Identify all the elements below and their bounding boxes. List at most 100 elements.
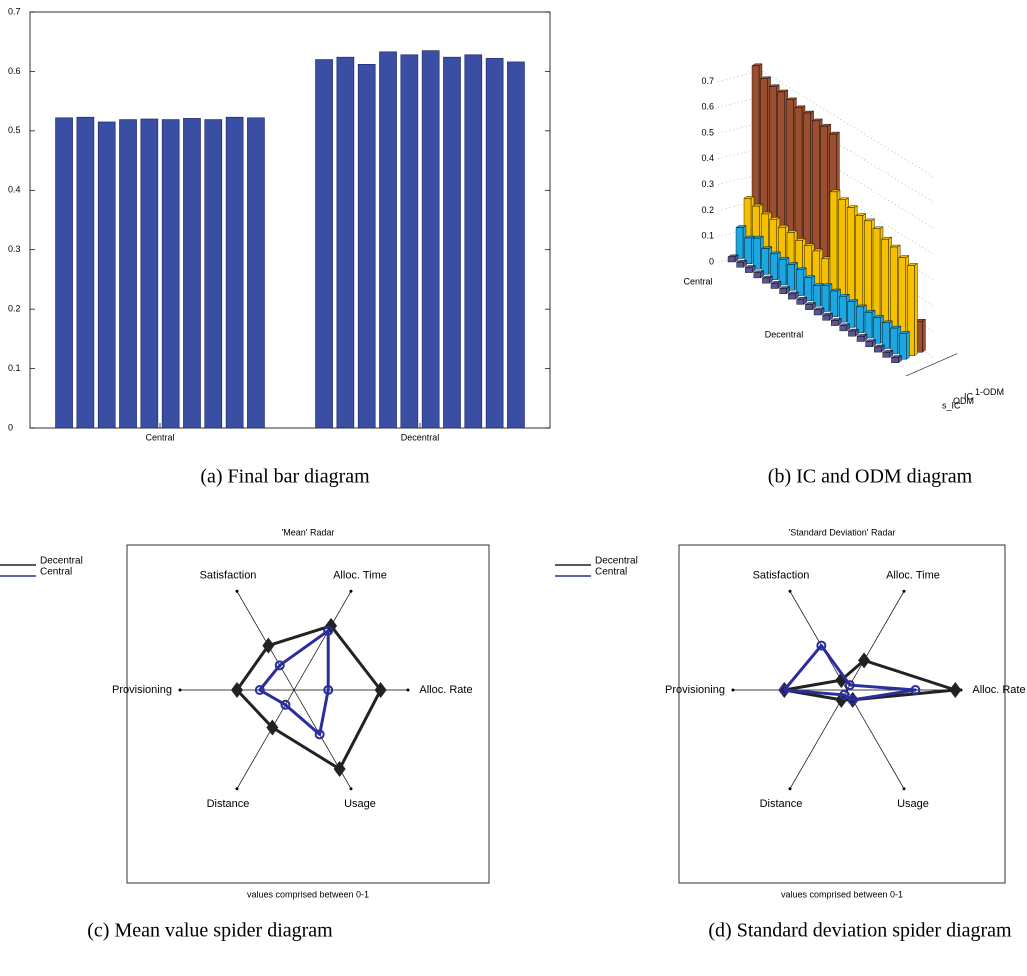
bar (336, 56, 355, 429)
y-tick-label: 0.6 (8, 66, 21, 76)
bar (856, 306, 864, 333)
axis-end (349, 589, 353, 593)
axis-line (905, 353, 958, 377)
bar (315, 59, 333, 429)
bar (745, 267, 753, 273)
axis-end (731, 688, 735, 692)
depth-label: 1-ODM (975, 387, 1004, 397)
bar (247, 117, 265, 429)
marker (858, 652, 871, 669)
z-tick-label: 0.4 (701, 153, 714, 163)
bar (856, 336, 865, 342)
radar-axis (789, 689, 848, 789)
y-tick-label: 0 (8, 422, 13, 432)
axis-end (902, 787, 906, 791)
bar (890, 327, 898, 355)
radar-axis (236, 591, 295, 691)
axis-label: Alloc. Rate (972, 684, 1025, 696)
plot-frame (678, 544, 1006, 884)
bar (882, 352, 890, 358)
axis-label: Usage (897, 798, 929, 810)
bar (119, 119, 137, 429)
radar-axis (789, 591, 848, 691)
bar-side (922, 318, 926, 353)
grid-line (761, 148, 935, 255)
bar (788, 293, 796, 300)
bar (727, 256, 736, 263)
depth-label: s_IC (942, 400, 961, 410)
bar (379, 51, 397, 429)
plot-frame (29, 11, 551, 429)
z-tick-label: 0.7 (701, 76, 714, 86)
radar-line (258, 629, 330, 736)
y-tick-label: 0.5 (8, 125, 21, 135)
marker (231, 682, 243, 698)
bar (464, 54, 483, 429)
plot-frame (126, 544, 490, 884)
axis-end (788, 787, 792, 791)
legend-label: Central (40, 567, 72, 578)
marker (910, 685, 921, 695)
category-label: Central (683, 276, 712, 286)
radar-line (782, 658, 957, 702)
bar (225, 116, 244, 429)
bar (421, 50, 440, 429)
depth-label: IC (964, 391, 974, 401)
bar (97, 121, 116, 429)
legend-label: Decentral (40, 556, 83, 567)
y-tick-label: 0.2 (8, 304, 21, 314)
depth-label: ODM (953, 396, 974, 406)
bar (813, 309, 822, 316)
grid-line (761, 96, 935, 203)
bar (796, 299, 804, 305)
grid-line (761, 70, 935, 178)
bar (899, 333, 907, 360)
category-label: Decentral (765, 329, 804, 339)
bar (762, 277, 770, 284)
axis-label: Satisfaction (753, 570, 810, 582)
radar-axis (236, 689, 295, 789)
marker (374, 682, 387, 698)
radar-axis (846, 591, 905, 691)
bar (804, 277, 812, 302)
axis-label: Usage (344, 798, 376, 810)
caption: (d) Standard deviation spider diagram (708, 920, 1012, 942)
axis-end (235, 589, 239, 593)
marker (333, 760, 346, 777)
bar (830, 290, 838, 317)
radar-axis (846, 689, 905, 789)
bar (822, 314, 830, 321)
marker (314, 729, 325, 740)
bar (753, 237, 761, 270)
z-tick-label: 0.2 (701, 205, 714, 215)
marker (844, 680, 855, 691)
chart-title: 'Mean' Radar (282, 527, 335, 537)
axis-label: Alloc. Time (333, 570, 387, 582)
bar (779, 288, 787, 295)
grid-line (761, 122, 935, 229)
chart-title: 'Standard Deviation' Radar (789, 527, 896, 537)
bar (744, 237, 752, 264)
caption: (a) Final bar diagram (200, 466, 370, 488)
bar (55, 117, 73, 429)
axis-label: Alloc. Rate (419, 684, 472, 696)
bar (204, 119, 223, 429)
radar-line (782, 644, 917, 702)
z-tick-label: 0.6 (701, 102, 714, 112)
bar (183, 118, 201, 429)
marker (266, 719, 279, 736)
axis-label: Provisioning (665, 684, 725, 696)
axis-end (349, 787, 353, 791)
bar (753, 272, 761, 279)
bar (864, 312, 873, 339)
bar (770, 253, 778, 280)
bar (873, 317, 881, 344)
y-tick-label: 0.1 (8, 363, 21, 373)
marker (274, 660, 285, 671)
legend-label: Decentral (595, 556, 638, 567)
bar (848, 330, 856, 337)
bar (839, 296, 847, 323)
bar (507, 61, 525, 429)
